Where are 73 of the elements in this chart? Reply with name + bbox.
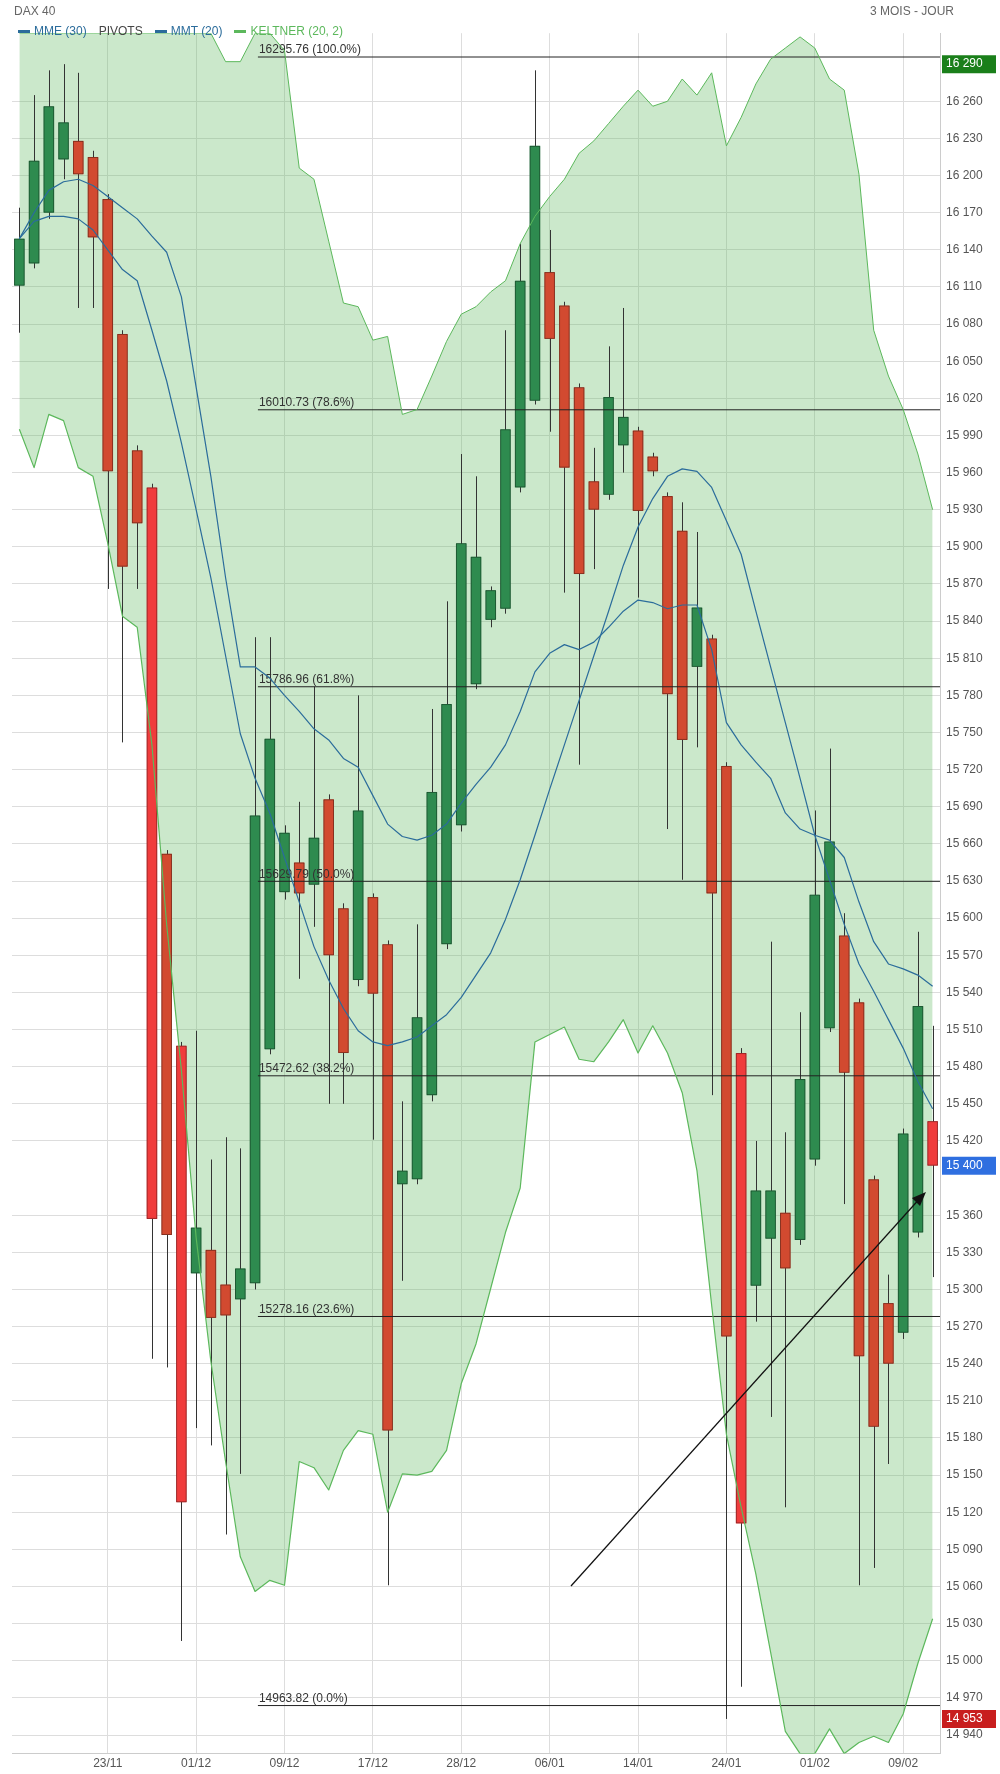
y-tick-label: 15 150 [946,1467,984,1482]
x-tick-label: 14/01 [623,1756,654,1771]
y-tick-label: 16 020 [946,390,984,405]
legend-label: MME (30) [33,24,87,38]
ref-line-label: 15278.16 (23.6%) [258,1301,355,1316]
y-tick-label: 15 810 [946,650,984,665]
x-tick-label: 01/02 [799,1756,831,1771]
y-tick-label: 15 480 [946,1058,984,1073]
legend-label: MMT (20) [169,24,223,38]
y-tick-label: 15 240 [946,1356,984,1371]
x-tick-label: 06/01 [534,1756,565,1771]
y-tick-label: 15 420 [946,1133,984,1148]
y-tick-label: 15 180 [946,1430,984,1445]
x-tick-label: 23/11 [93,1756,123,1771]
y-tick-label: 15 690 [946,799,984,814]
y-tick-label: 16 260 [946,93,984,108]
annotation: PIVOTS [98,24,143,38]
candlestick [235,1147,246,1475]
y-tick-label: 15 120 [946,1504,984,1519]
x-tick-label: 09/02 [888,1756,919,1771]
y-tick-label: 16 200 [946,167,984,182]
y-tick-label: 15 960 [946,464,984,479]
y-tick-label: 15 780 [946,687,984,702]
y-tick-label: 16 080 [946,316,984,331]
x-tick-label: 28/12 [446,1756,477,1771]
y-tick-label: 16 050 [946,353,984,368]
y-tick-label: 15 720 [946,761,984,776]
y-tick-label: 15 360 [946,1207,984,1222]
y-tick-label: 15 270 [946,1318,984,1333]
y-tick-label: 15 870 [946,576,984,591]
y-tick-label: 15 540 [946,984,984,999]
candlestick [190,1030,202,1429]
y-tick-label: 15 510 [946,1021,984,1036]
ref-line-label: 16295.76 (100.0%) [258,42,361,57]
x-tick-label: 17/12 [357,1756,389,1771]
y-tick-label: 15 990 [946,427,984,442]
y-tick-label: 15 030 [946,1615,984,1630]
y-tick-label: 15 660 [946,836,984,851]
y-tick-label: 15 930 [946,502,984,517]
y-tick-label: 15 840 [946,613,984,628]
y-tick-label: 14 940 [946,1727,984,1742]
y-tick-label: 16 170 [946,204,984,219]
candlestick [220,1136,231,1536]
chart-title: DAX 40 [14,4,56,18]
y-tick-label: 15 330 [946,1244,984,1259]
y-tick-label: 15 210 [946,1393,984,1408]
y-tick-label: 15 600 [946,910,984,925]
ref-line-label: 14963.82 (0.0%) [258,1690,348,1705]
y-tick-label: 15 090 [946,1541,984,1556]
y-tick-label: 15 570 [946,947,984,962]
y-tick-label: 15 630 [946,873,984,888]
y-tick-label: 15 300 [946,1281,984,1296]
y-tick-label: 15 750 [946,724,984,739]
chart-subtitle: 3 MOIS - JOUR [869,4,954,18]
candlestick [647,452,659,477]
legend-label: KELTNER (20, 2) [249,24,343,38]
y-tick-label: 16 110 [946,279,983,294]
text: 14 953 [946,1711,984,1726]
x-tick-label: 24/01 [711,1756,742,1771]
y-tick-label: 16 140 [946,242,984,257]
y-tick-label: 15 450 [946,1096,984,1111]
y-tick-label: 15 000 [946,1653,984,1668]
y-tick-label: 14 970 [946,1690,984,1705]
text: 16 290 [946,56,984,71]
y-tick-label: 15 900 [946,539,984,554]
ref-line-label: 16010.73 (78.6%) [258,395,355,410]
candlestick [765,941,776,1418]
text: 15 400 [946,1158,984,1173]
x-tick-label: 09/12 [269,1756,300,1771]
x-tick-label: 01/12 [181,1756,212,1771]
y-tick-label: 16 230 [946,130,984,145]
y-tick-label: 15 060 [946,1578,984,1593]
candlestick [397,1100,408,1282]
